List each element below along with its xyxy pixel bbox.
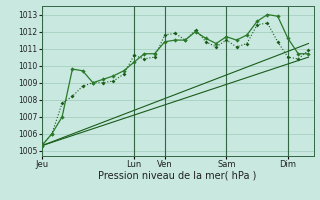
X-axis label: Pression niveau de la mer( hPa ): Pression niveau de la mer( hPa ) — [99, 171, 257, 181]
